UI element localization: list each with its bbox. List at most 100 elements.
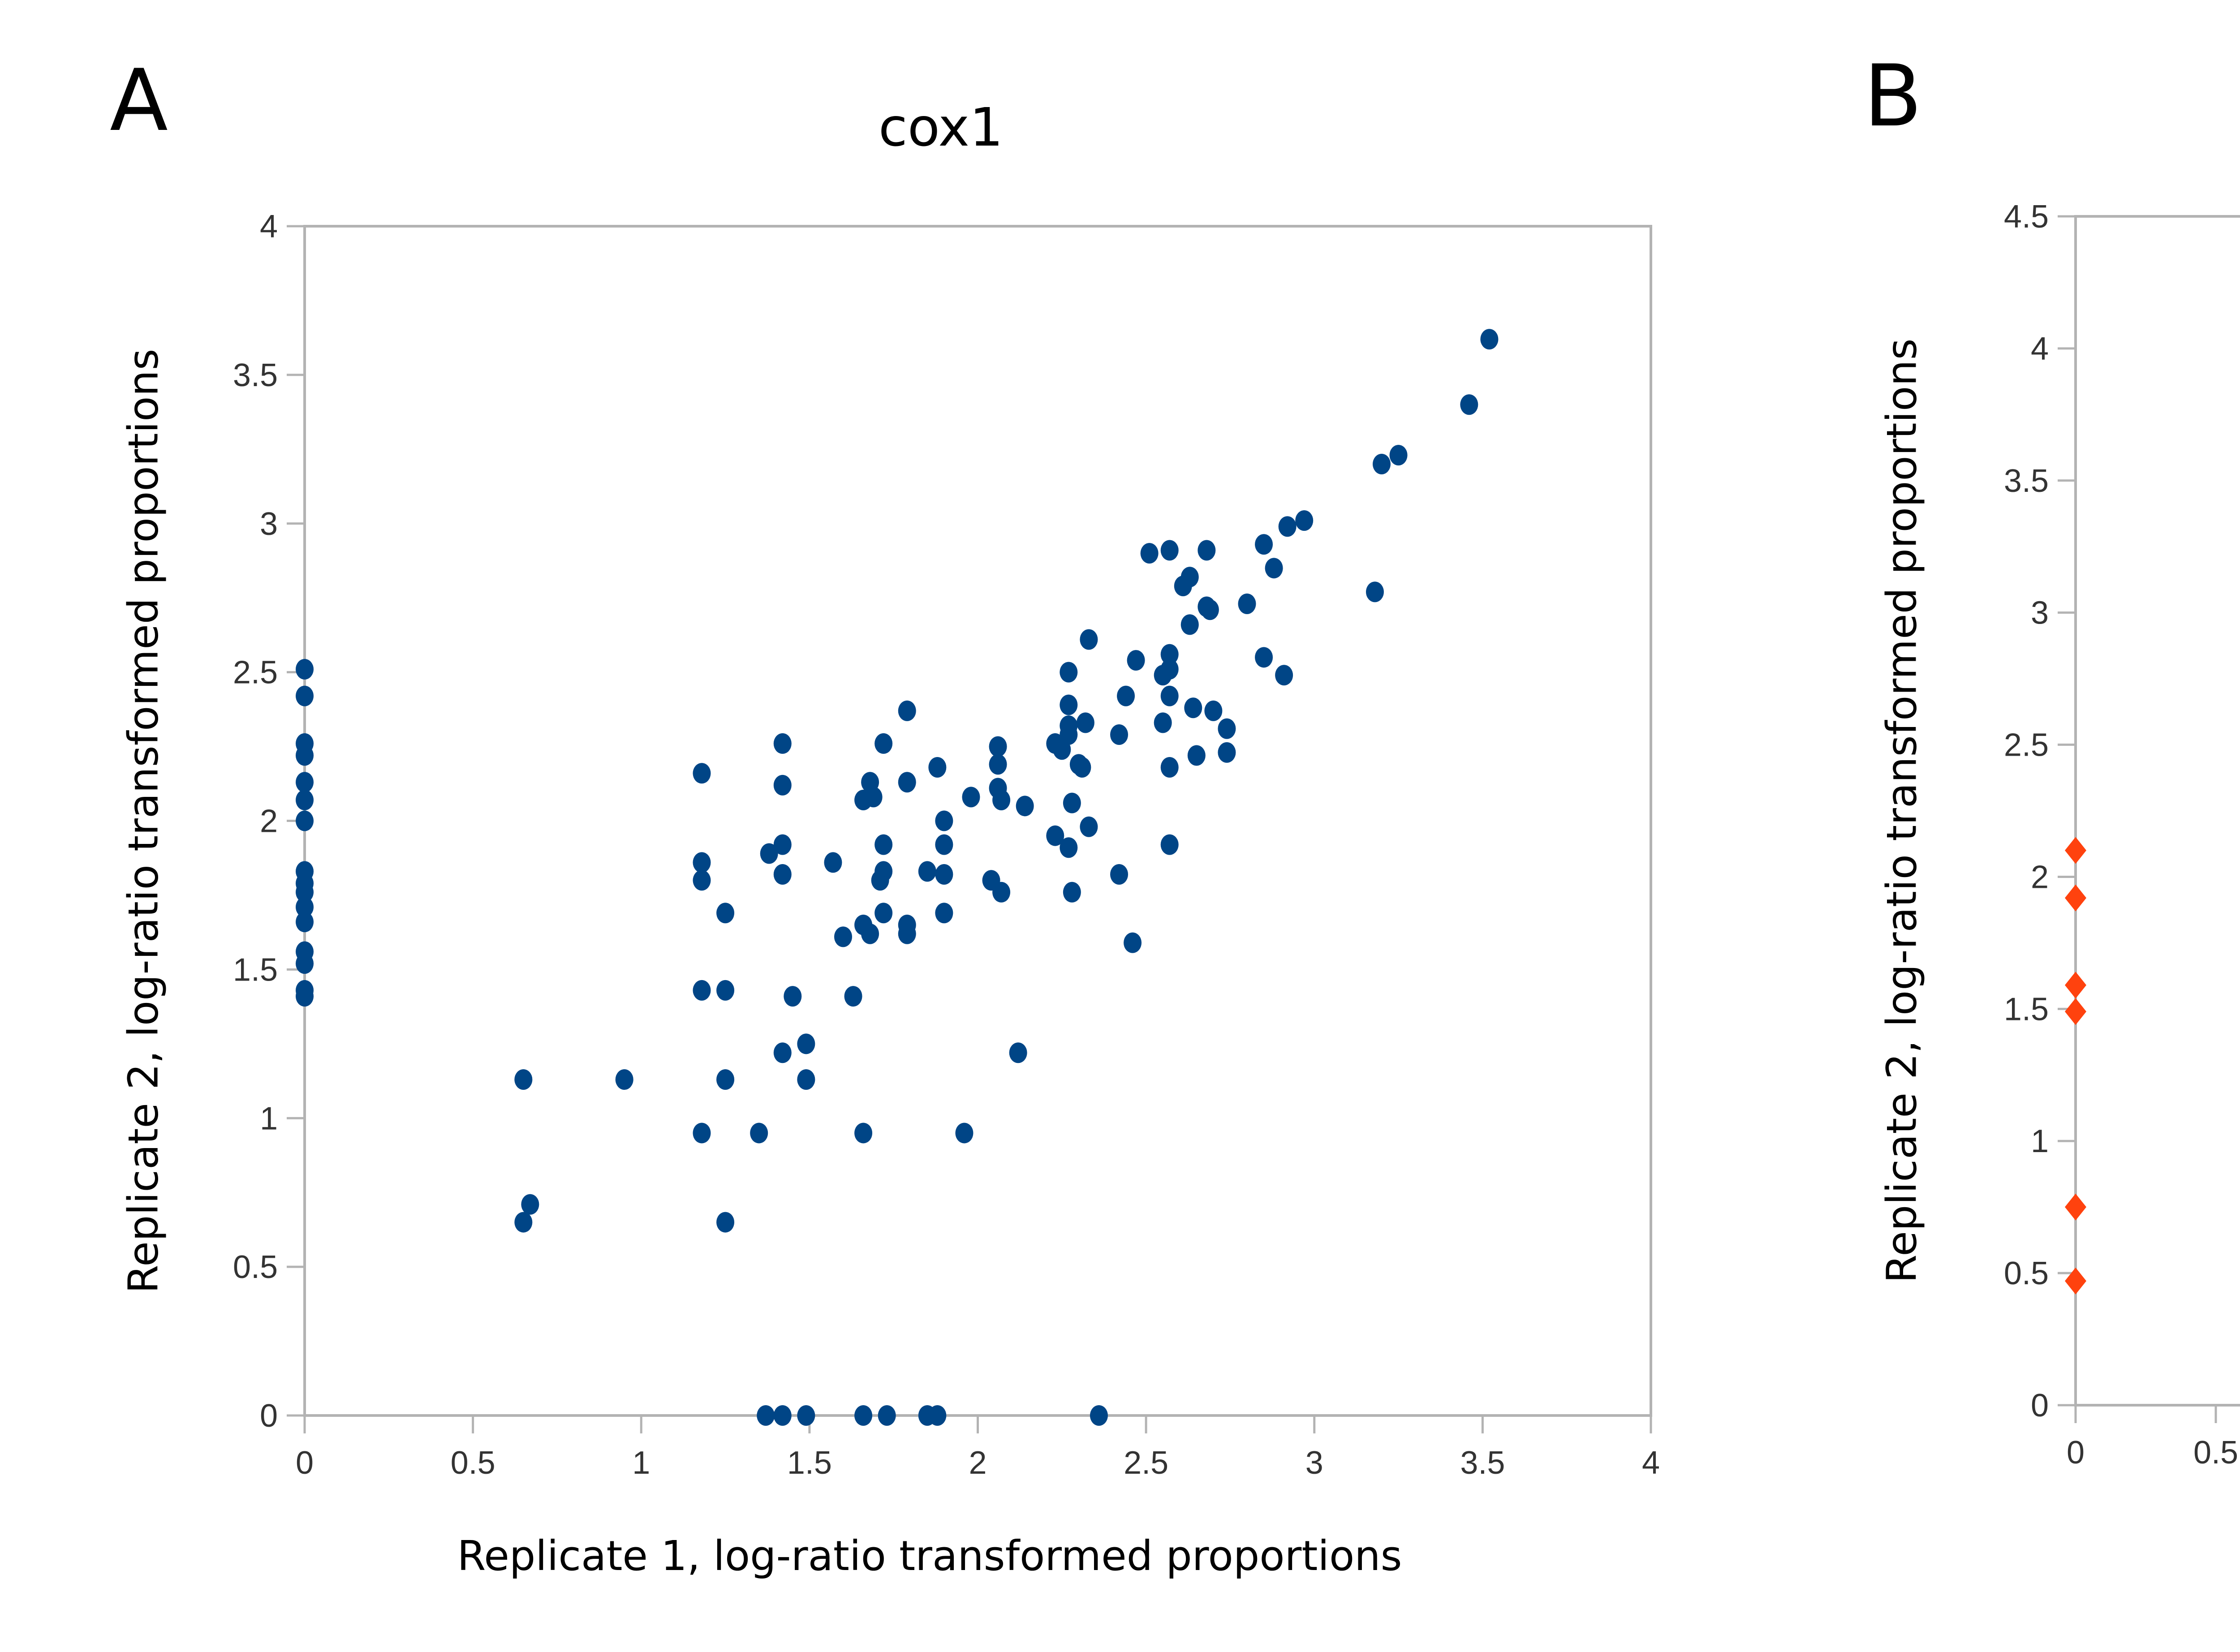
data-point: [760, 843, 778, 864]
x-axis-label-a: Replicate 1, log-ratio transformed propo…: [457, 1532, 1402, 1580]
data-point: [854, 1405, 873, 1426]
data-point: [1160, 834, 1179, 855]
data-point: [1198, 540, 1216, 561]
data-point: [1275, 665, 1293, 686]
data-point: [296, 790, 314, 811]
data-point: [296, 882, 314, 903]
data-point: [1009, 1042, 1027, 1063]
y-tick-label: 3.5: [233, 357, 278, 393]
data-point: [693, 980, 711, 1001]
y-tick-label: 2.5: [233, 655, 278, 691]
data-point: [834, 926, 852, 947]
x-tick-label: 2: [969, 1445, 986, 1481]
data-point: [296, 772, 314, 793]
data-point: [824, 852, 842, 873]
data-point: [1090, 1405, 1108, 1426]
y-tick-label: 4: [260, 209, 278, 245]
data-point: [797, 1069, 815, 1090]
data-point: [514, 1069, 533, 1090]
data-point: [773, 1405, 792, 1426]
data-point: [1127, 650, 1145, 671]
data-point: [928, 757, 947, 778]
x-tick-label: 0.5: [451, 1445, 495, 1481]
data-point: [918, 861, 936, 882]
y-tick-label: 3: [260, 506, 278, 542]
data-point: [1016, 796, 1034, 817]
data-point: [1080, 629, 1098, 650]
data-point: [898, 700, 916, 721]
data-point: [693, 1123, 711, 1144]
data-point: [296, 953, 314, 974]
data-point: [773, 1042, 792, 1063]
data-point: [296, 810, 314, 831]
data-point: [1117, 685, 1135, 706]
data-point: [955, 1123, 974, 1144]
data-point: [1460, 394, 1478, 415]
y-tick-label: 1: [260, 1101, 278, 1136]
data-point: [874, 733, 893, 754]
data-point: [1076, 712, 1094, 733]
data-point: [1060, 662, 1078, 683]
data-point: [784, 986, 802, 1007]
data-point: [898, 772, 916, 793]
data-point: [935, 903, 953, 924]
data-point: [989, 736, 1007, 757]
data-point: [935, 834, 953, 855]
data-point: [874, 903, 893, 924]
data-point: [1160, 658, 1179, 680]
data-point: [296, 745, 314, 766]
data-point: [1218, 718, 1236, 739]
panel-letter-a: A: [110, 51, 168, 150]
data-point: [750, 1123, 768, 1144]
data-point: [693, 852, 711, 873]
data-point: [1255, 647, 1273, 668]
data-point: [1187, 745, 1206, 766]
data-point: [1154, 712, 1172, 733]
x-tick-label: 1: [632, 1445, 650, 1481]
data-point: [716, 903, 735, 924]
data-point: [992, 790, 1011, 811]
data-point: [1124, 932, 1142, 953]
data-point: [1255, 534, 1273, 555]
data-point: [1238, 593, 1256, 614]
data-point: [1295, 510, 1314, 531]
data-point: [935, 864, 953, 885]
data-point: [716, 1069, 735, 1090]
data-point: [861, 923, 879, 944]
data-point: [773, 733, 792, 754]
data-point: [1204, 700, 1223, 721]
x-tick-label: 2.5: [1124, 1445, 1168, 1481]
data-point: [1160, 757, 1179, 778]
data-point: [1063, 792, 1081, 813]
y-tick-label: 0.5: [233, 1249, 278, 1285]
data-point: [296, 685, 314, 706]
data-point: [864, 787, 883, 808]
data-point: [1140, 543, 1159, 564]
data-point: [757, 1405, 775, 1426]
data-point: [693, 870, 711, 891]
data-point: [615, 1069, 633, 1090]
data-point: [878, 1405, 896, 1426]
data-point: [854, 1123, 873, 1144]
data-point: [1080, 816, 1098, 837]
data-point: [1480, 329, 1499, 350]
data-point: [1110, 864, 1129, 885]
data-point: [797, 1405, 815, 1426]
data-point: [716, 1212, 735, 1233]
data-point: [296, 658, 314, 680]
data-point: [1160, 540, 1179, 561]
data-point: [716, 980, 735, 1001]
data-point: [871, 870, 889, 891]
x-tick-label: 1.5: [787, 1445, 832, 1481]
data-point: [1180, 614, 1199, 635]
data-point: [1060, 724, 1078, 745]
data-point: [898, 923, 916, 944]
data-point: [935, 810, 953, 831]
data-point: [773, 834, 792, 855]
data-point: [1073, 757, 1091, 778]
data-point: [1218, 742, 1236, 763]
x-tick-label: 4: [1642, 1445, 1660, 1481]
data-point: [1063, 882, 1081, 903]
data-point: [797, 1033, 815, 1054]
data-point: [1180, 567, 1199, 588]
